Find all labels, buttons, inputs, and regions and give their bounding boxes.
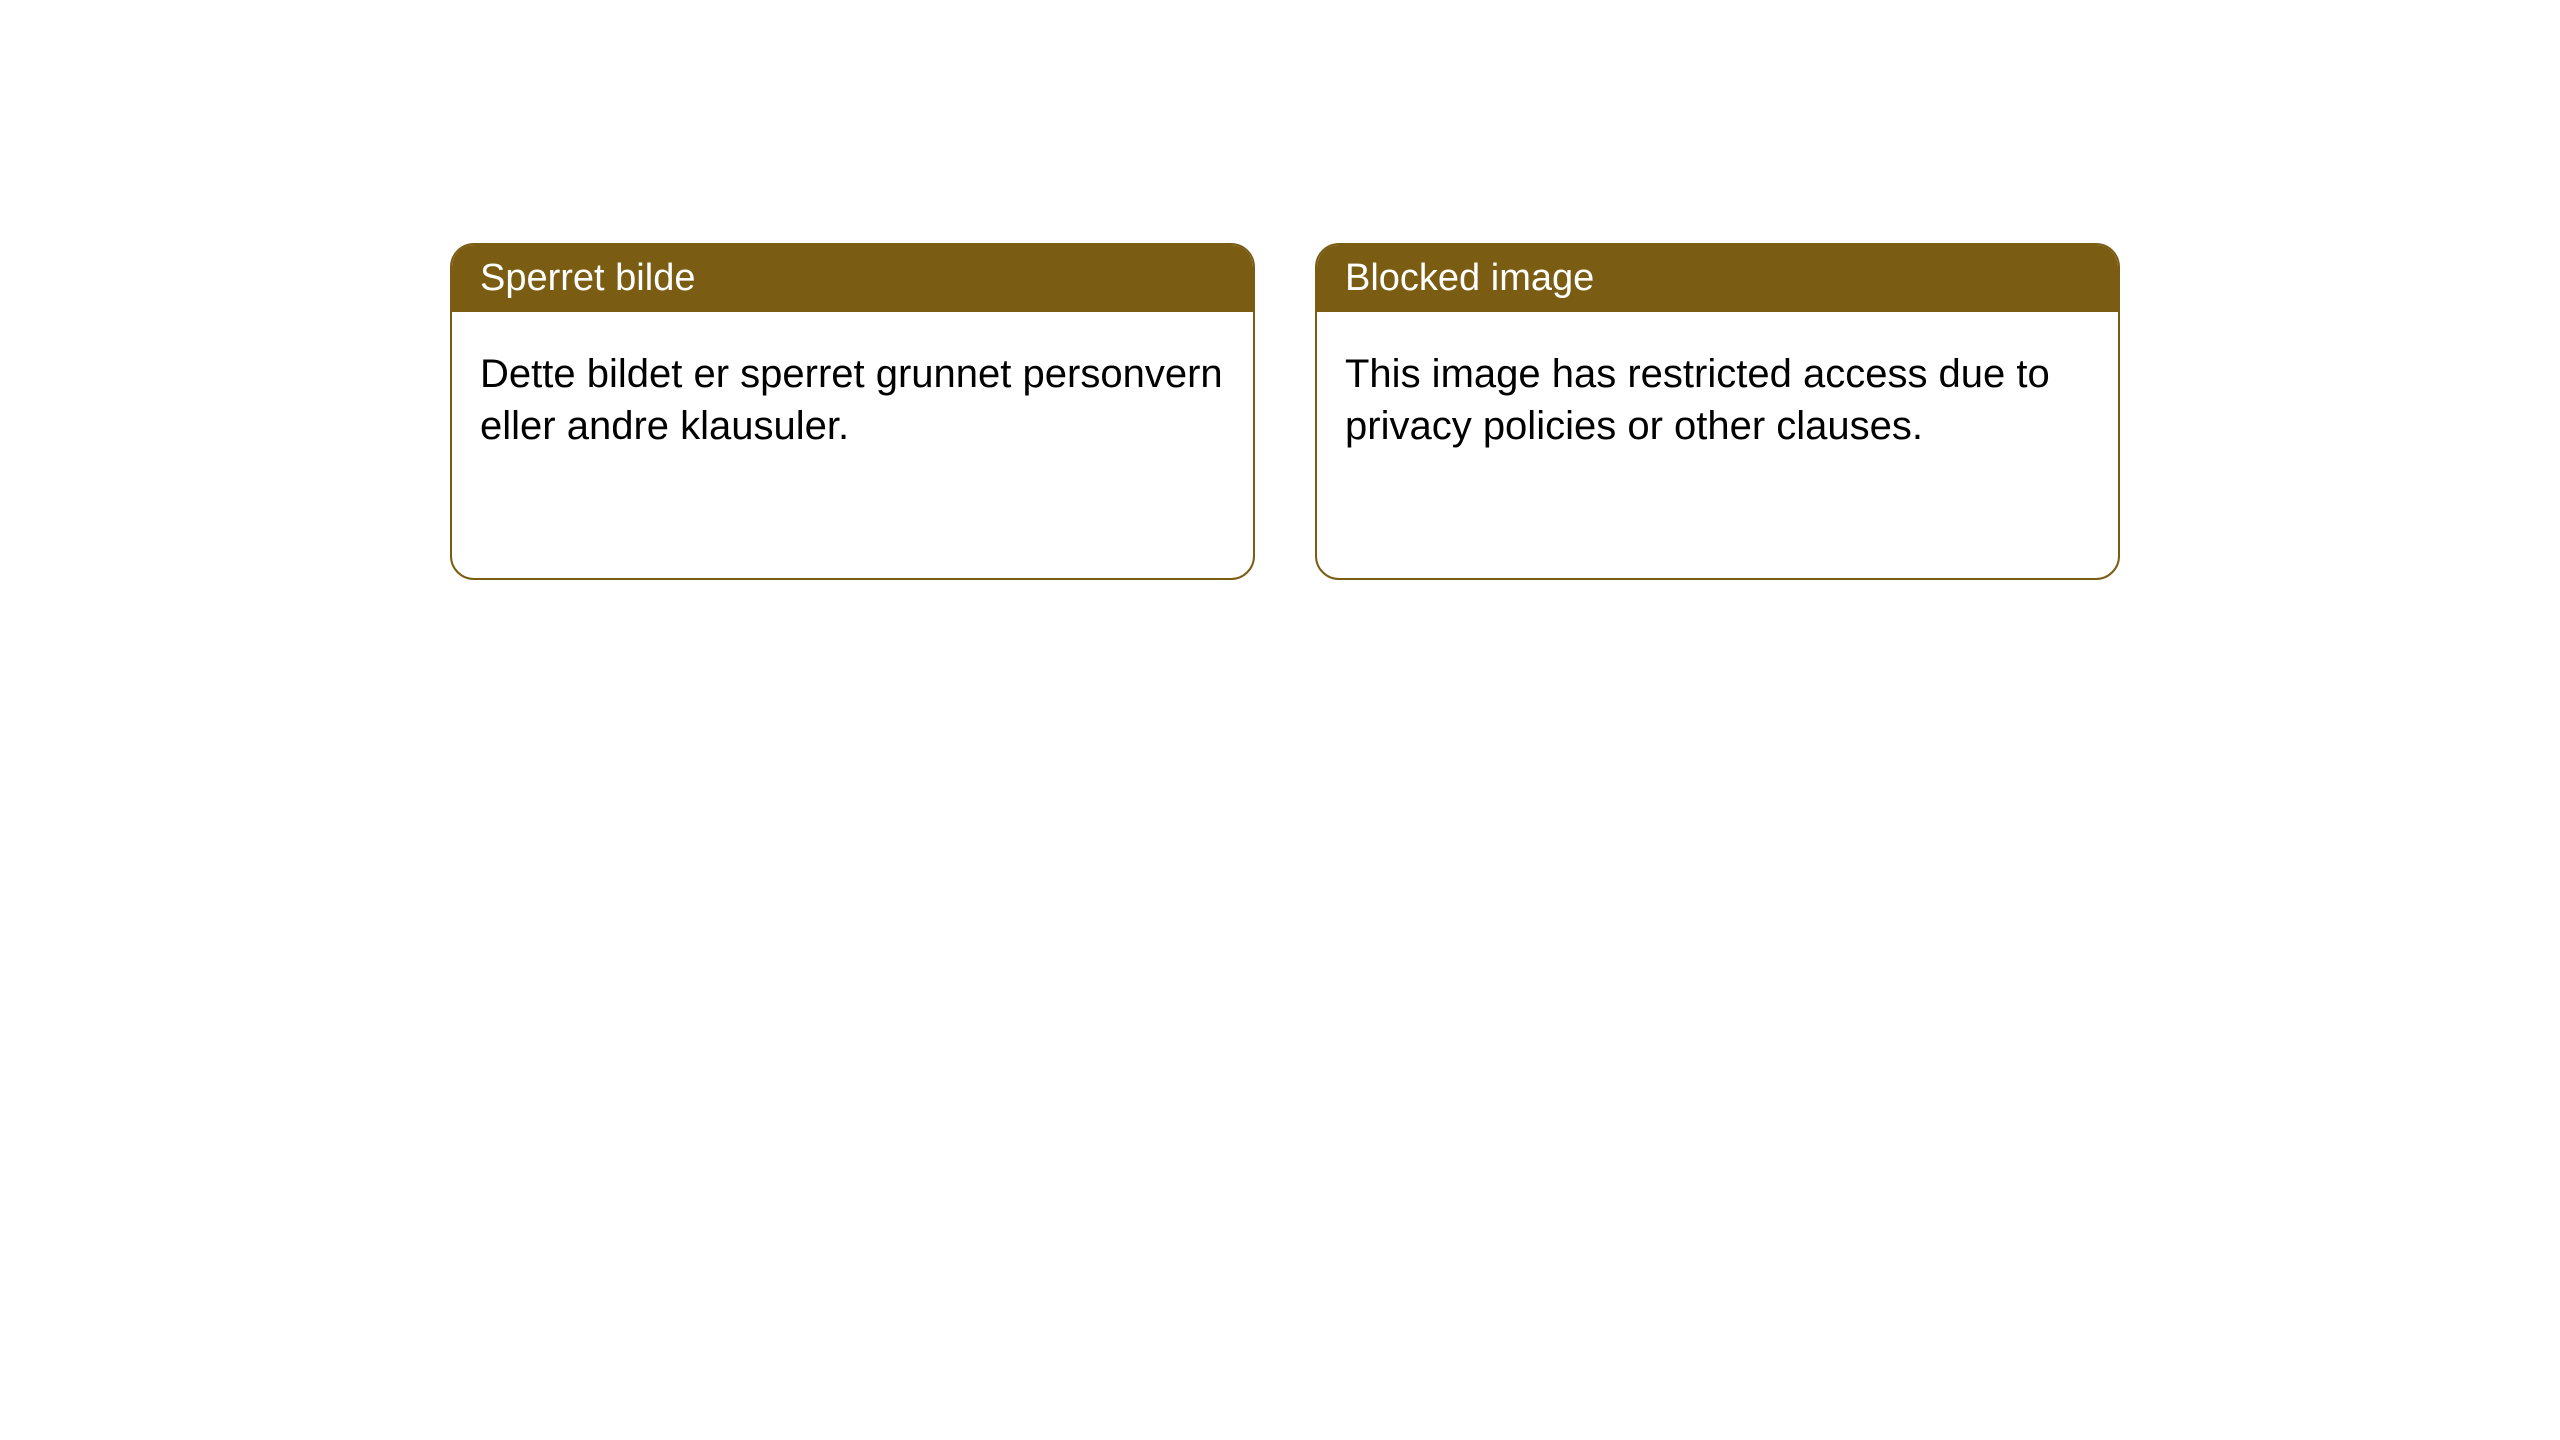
notice-box-english: Blocked image This image has restricted …	[1315, 243, 2120, 580]
notice-body-text: This image has restricted access due to …	[1345, 352, 2050, 448]
notice-box-norwegian: Sperret bilde Dette bildet er sperret gr…	[450, 243, 1255, 580]
notice-body-text: Dette bildet er sperret grunnet personve…	[480, 352, 1223, 448]
notice-header: Sperret bilde	[452, 245, 1253, 312]
notice-header: Blocked image	[1317, 245, 2118, 312]
notice-body: This image has restricted access due to …	[1317, 312, 2118, 488]
notice-title: Sperret bilde	[480, 257, 695, 299]
notice-container: Sperret bilde Dette bildet er sperret gr…	[0, 0, 2560, 580]
notice-title: Blocked image	[1345, 257, 1594, 299]
notice-body: Dette bildet er sperret grunnet personve…	[452, 312, 1253, 488]
